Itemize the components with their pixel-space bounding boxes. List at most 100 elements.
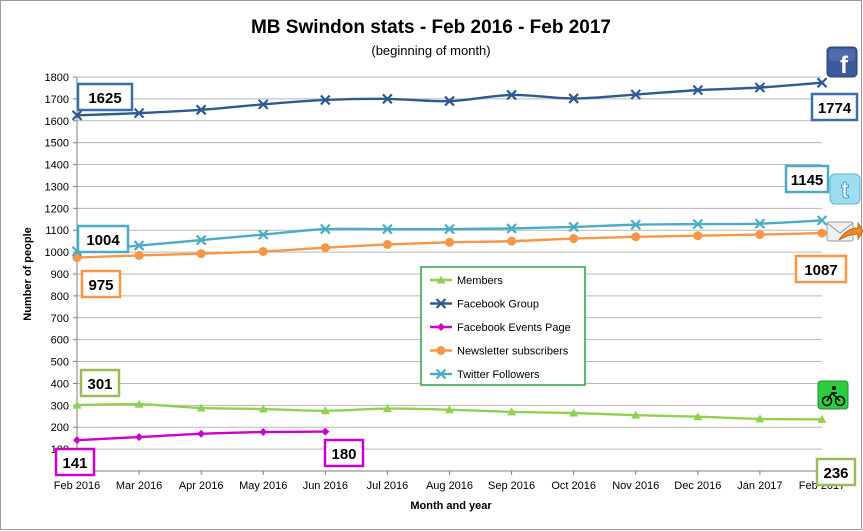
data-point — [506, 89, 517, 101]
data-point — [631, 232, 641, 242]
callout-label: 1145 — [791, 172, 824, 189]
legend-marker — [436, 275, 446, 284]
x-axis-label: Month and year — [410, 500, 492, 512]
data-point — [135, 433, 144, 442]
series-twitter-followers — [71, 215, 828, 257]
x-tick-label: Apr 2016 — [179, 480, 224, 492]
data-point — [569, 234, 579, 244]
y-tick-label: 900 — [51, 269, 69, 281]
y-tick-label: 1800 — [45, 72, 69, 84]
twitter-icon: t — [829, 173, 861, 205]
data-point — [73, 436, 81, 445]
data-point — [320, 243, 330, 253]
callout-box — [323, 438, 365, 468]
facebook-icon: f — [826, 46, 858, 79]
y-tick-label: 200 — [51, 422, 69, 434]
callout-1774: 1774 — [810, 92, 859, 122]
legend-item: Twitter Followers — [430, 368, 540, 381]
y-tick-label: 1400 — [45, 160, 69, 172]
x-tick-label: Sep 2016 — [488, 480, 535, 492]
callout-box — [815, 457, 857, 487]
data-point — [196, 249, 206, 259]
data-point — [134, 250, 144, 260]
data-point — [259, 428, 268, 437]
chart-subtitle: (beginning of month) — [371, 43, 490, 58]
series-facebook-group — [71, 77, 828, 121]
data-point — [133, 240, 145, 251]
data-point — [816, 77, 828, 88]
y-axis-label: Number of people — [22, 227, 34, 321]
data-point — [755, 230, 765, 240]
callout-label: 975 — [88, 277, 113, 294]
callout-label: 1004 — [86, 232, 120, 249]
data-point — [631, 410, 641, 419]
callout-975: 975 — [80, 269, 122, 299]
data-point — [445, 405, 454, 414]
data-point — [817, 414, 827, 423]
legend-label: Facebook Group — [457, 299, 539, 311]
callout-label: 1625 — [88, 90, 121, 107]
callout-label: 1774 — [818, 100, 852, 117]
chart-title: MB Swindon stats - Feb 2016 - Feb 2017 — [251, 17, 611, 38]
callout-box — [80, 269, 122, 299]
legend-label: Twitter Followers — [457, 369, 540, 381]
data-point — [692, 84, 704, 96]
data-point — [693, 412, 703, 421]
callout-box — [79, 368, 121, 398]
series-members — [72, 399, 827, 423]
x-tick-label: May 2016 — [239, 480, 287, 492]
y-tick-label: 400 — [51, 378, 69, 390]
y-tick-label: 1300 — [45, 181, 69, 193]
data-point — [754, 218, 766, 229]
legend-label: Newsletter subscribers — [457, 346, 569, 358]
data-point — [321, 427, 330, 436]
callout-236: 236 — [815, 457, 857, 487]
data-point — [258, 246, 268, 256]
legend: Members Facebook Group Facebook Events Pag… — [420, 266, 586, 386]
data-point — [444, 223, 455, 235]
data-point — [257, 99, 269, 110]
y-tick-label: 800 — [51, 291, 69, 303]
data-point — [320, 94, 331, 106]
callout-141: 141 — [54, 447, 96, 477]
y-tick-label: 1600 — [45, 116, 69, 128]
data-point — [382, 223, 393, 235]
data-point — [569, 408, 579, 417]
svg-text:f: f — [840, 52, 849, 79]
data-point — [133, 107, 145, 119]
data-point — [445, 237, 454, 247]
data-point — [817, 228, 827, 238]
data-point — [693, 231, 703, 241]
data-point — [71, 110, 83, 121]
y-tick-label: 700 — [51, 313, 69, 325]
callout-301: 301 — [79, 368, 121, 398]
callout-label: 1087 — [804, 262, 837, 279]
x-tick-label: Feb 2016 — [54, 480, 100, 492]
data-point — [507, 236, 517, 246]
y-tick-label: 1100 — [45, 225, 69, 237]
data-point — [196, 403, 206, 412]
legend-marker — [437, 323, 445, 331]
y-tick-label: 500 — [51, 357, 69, 369]
x-tick-label: Jul 2016 — [367, 480, 409, 492]
cycling-icon — [817, 380, 849, 410]
x-tick-label: Oct 2016 — [551, 480, 596, 492]
callout-box — [76, 82, 134, 112]
data-point — [257, 229, 269, 240]
data-point — [320, 406, 330, 415]
series-newsletter-subscribers — [72, 228, 827, 263]
callout-label: 141 — [62, 455, 87, 472]
callout-1004: 1004 — [76, 224, 130, 254]
legend-item: Facebook Group — [430, 298, 539, 311]
legend-marker — [435, 368, 447, 380]
x-tick-label: Mar 2016 — [116, 480, 162, 492]
x-tick-label: Jan 2017 — [737, 480, 782, 492]
legend-item: Members — [430, 275, 503, 287]
data-point — [444, 95, 455, 107]
legend-label: Members — [457, 275, 503, 287]
callout-label: 301 — [87, 376, 112, 393]
data-point — [568, 93, 579, 104]
callout-label: 236 — [823, 465, 848, 482]
legend-label: Facebook Events Page — [457, 322, 571, 334]
